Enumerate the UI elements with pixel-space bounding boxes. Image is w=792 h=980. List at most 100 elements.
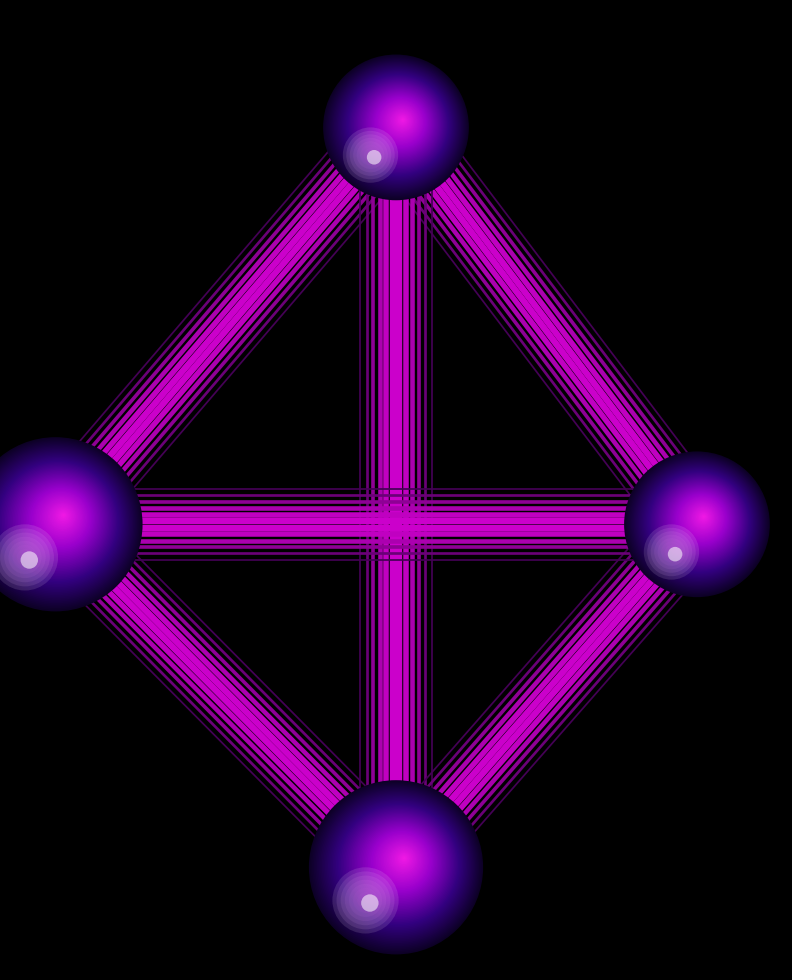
Circle shape [38,494,85,541]
Circle shape [624,452,770,597]
Circle shape [0,452,128,594]
Circle shape [345,880,386,921]
Circle shape [0,449,131,597]
Circle shape [60,513,67,518]
Circle shape [366,827,436,897]
Circle shape [379,100,423,144]
Circle shape [0,528,54,586]
Circle shape [367,90,432,156]
Circle shape [665,485,736,556]
Circle shape [660,481,741,561]
Circle shape [647,528,695,576]
Circle shape [676,494,727,545]
Circle shape [668,547,683,562]
Circle shape [54,508,71,524]
Circle shape [642,466,756,580]
Circle shape [396,115,409,126]
Circle shape [333,867,398,934]
Circle shape [52,506,73,526]
Circle shape [681,498,722,539]
Circle shape [367,828,435,895]
Circle shape [326,795,469,937]
Circle shape [648,471,750,573]
Circle shape [346,73,450,177]
Circle shape [0,446,133,600]
Circle shape [351,77,446,172]
Circle shape [3,466,113,576]
Circle shape [684,501,721,537]
Circle shape [651,531,692,572]
Circle shape [687,503,718,534]
Circle shape [11,472,107,568]
Circle shape [343,127,398,183]
Circle shape [644,524,699,580]
Circle shape [655,476,744,566]
Circle shape [679,496,725,542]
Circle shape [361,823,440,902]
Circle shape [361,895,379,911]
Circle shape [309,780,483,955]
Circle shape [0,462,117,581]
Circle shape [377,836,427,885]
Circle shape [695,509,711,526]
Circle shape [392,111,412,130]
Circle shape [0,453,127,592]
Circle shape [398,116,407,125]
Circle shape [325,56,468,199]
Circle shape [395,113,409,127]
Circle shape [375,97,426,148]
Circle shape [634,461,761,586]
Circle shape [672,491,730,549]
Circle shape [372,832,431,890]
Circle shape [353,816,447,909]
Circle shape [46,501,78,533]
Circle shape [360,85,438,163]
Circle shape [675,493,728,546]
Circle shape [355,80,443,168]
Circle shape [329,60,463,193]
Circle shape [375,835,428,887]
Circle shape [664,484,737,557]
Circle shape [388,108,415,134]
Circle shape [376,98,425,147]
Circle shape [43,498,81,536]
Circle shape [700,514,707,520]
Circle shape [328,796,467,935]
Circle shape [353,138,388,172]
Circle shape [21,552,38,568]
Circle shape [0,464,116,579]
Circle shape [393,849,413,869]
Circle shape [337,804,459,925]
Circle shape [32,489,90,547]
Circle shape [40,496,83,539]
Circle shape [360,821,441,903]
Circle shape [0,442,137,605]
Circle shape [673,492,729,548]
Circle shape [0,454,125,591]
Circle shape [0,448,132,599]
Circle shape [636,462,760,585]
Circle shape [649,472,749,571]
Circle shape [369,829,433,894]
Circle shape [390,847,416,872]
Circle shape [644,467,753,577]
Circle shape [13,473,106,566]
Circle shape [370,92,430,153]
Circle shape [347,74,449,176]
Circle shape [323,792,471,940]
Circle shape [399,117,406,123]
Circle shape [367,150,382,165]
Circle shape [10,471,109,569]
Circle shape [16,476,103,564]
Circle shape [400,118,406,122]
Circle shape [371,94,429,152]
Circle shape [354,79,444,170]
Circle shape [371,831,432,892]
Circle shape [35,492,87,544]
Circle shape [331,799,465,932]
Circle shape [680,497,724,541]
Circle shape [640,465,756,581]
Circle shape [647,469,751,574]
Circle shape [380,101,421,142]
Circle shape [638,463,759,584]
